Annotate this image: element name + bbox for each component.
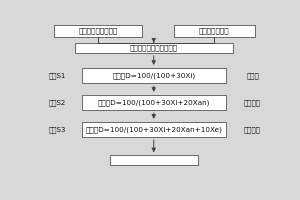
Text: 升华硫、载硫碳材料: 升华硫、载硫碳材料: [78, 28, 118, 34]
FancyBboxPatch shape: [75, 43, 233, 53]
Text: 固含量D=100/(100+30Xi+20Xan): 固含量D=100/(100+30Xi+20Xan): [98, 99, 210, 106]
Text: 固含量D=100/(100+30Xi+20Xan+10Xe): 固含量D=100/(100+30Xi+20Xan+10Xe): [85, 126, 222, 133]
Text: 干混、真空、加热、搅拌: 干混、真空、加热、搅拌: [130, 45, 178, 51]
Text: 高粘搅: 高粘搅: [246, 72, 259, 79]
FancyBboxPatch shape: [82, 68, 226, 83]
Text: 高速分散: 高速分散: [244, 99, 261, 106]
Text: 固含量D=100/(100+30Xi): 固含量D=100/(100+30Xi): [112, 72, 195, 79]
FancyBboxPatch shape: [82, 122, 226, 137]
FancyBboxPatch shape: [54, 25, 142, 37]
Text: 调节粘度: 调节粘度: [244, 126, 261, 133]
FancyBboxPatch shape: [173, 25, 255, 37]
Text: 步骤S3: 步骤S3: [49, 126, 66, 133]
FancyBboxPatch shape: [110, 155, 198, 165]
Text: 粘结剂、导电剂: 粘结剂、导电剂: [199, 28, 230, 34]
Text: 步骤S1: 步骤S1: [49, 72, 66, 79]
FancyBboxPatch shape: [82, 95, 226, 110]
Text: 步骤S2: 步骤S2: [49, 99, 66, 106]
